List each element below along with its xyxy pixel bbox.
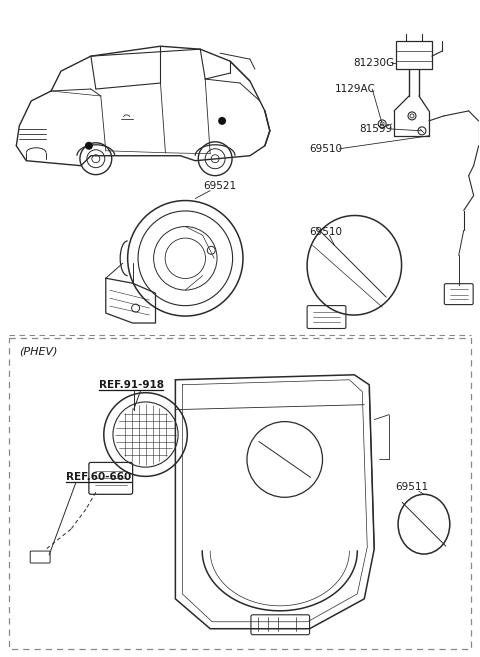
Text: 1129AC: 1129AC [335, 84, 375, 94]
Text: 81599: 81599 [360, 124, 393, 134]
Text: 69510: 69510 [310, 227, 343, 237]
Text: 69510: 69510 [310, 144, 343, 154]
Text: 69511: 69511 [395, 482, 428, 492]
Text: REF.60-660: REF.60-660 [66, 472, 131, 482]
Circle shape [85, 142, 93, 150]
Text: 81230G: 81230G [353, 58, 395, 68]
Text: 69521: 69521 [204, 181, 237, 191]
Text: REF.91-918: REF.91-918 [99, 380, 164, 390]
Circle shape [218, 117, 226, 125]
Text: (PHEV): (PHEV) [19, 347, 58, 357]
